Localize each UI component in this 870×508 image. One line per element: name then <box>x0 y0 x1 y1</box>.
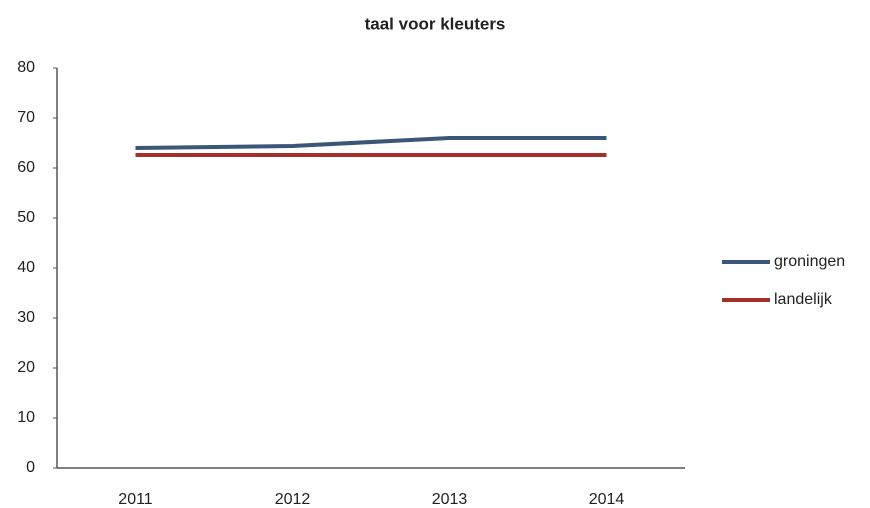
x-tick-label: 2011 <box>118 491 153 508</box>
x-tick-label: 2014 <box>589 491 625 508</box>
y-tick-label: 0 <box>26 459 35 476</box>
y-tick-label: 30 <box>17 309 35 326</box>
series-line <box>135 136 607 150</box>
y-tick-label: 40 <box>17 259 35 276</box>
y-tick-label: 80 <box>17 59 35 76</box>
y-tick-label: 10 <box>17 409 35 426</box>
y-tick-label: 50 <box>17 209 35 226</box>
y-tick-label: 60 <box>17 159 35 176</box>
y-tick-label: 70 <box>17 109 35 126</box>
legend-label: landelijk <box>774 291 833 308</box>
legend-label: groningen <box>774 253 845 270</box>
chart-title: taal voor kleuters <box>365 14 506 33</box>
x-tick-label: 2012 <box>275 491 311 508</box>
y-tick-label: 20 <box>17 359 35 376</box>
x-tick-label: 2013 <box>432 491 468 508</box>
